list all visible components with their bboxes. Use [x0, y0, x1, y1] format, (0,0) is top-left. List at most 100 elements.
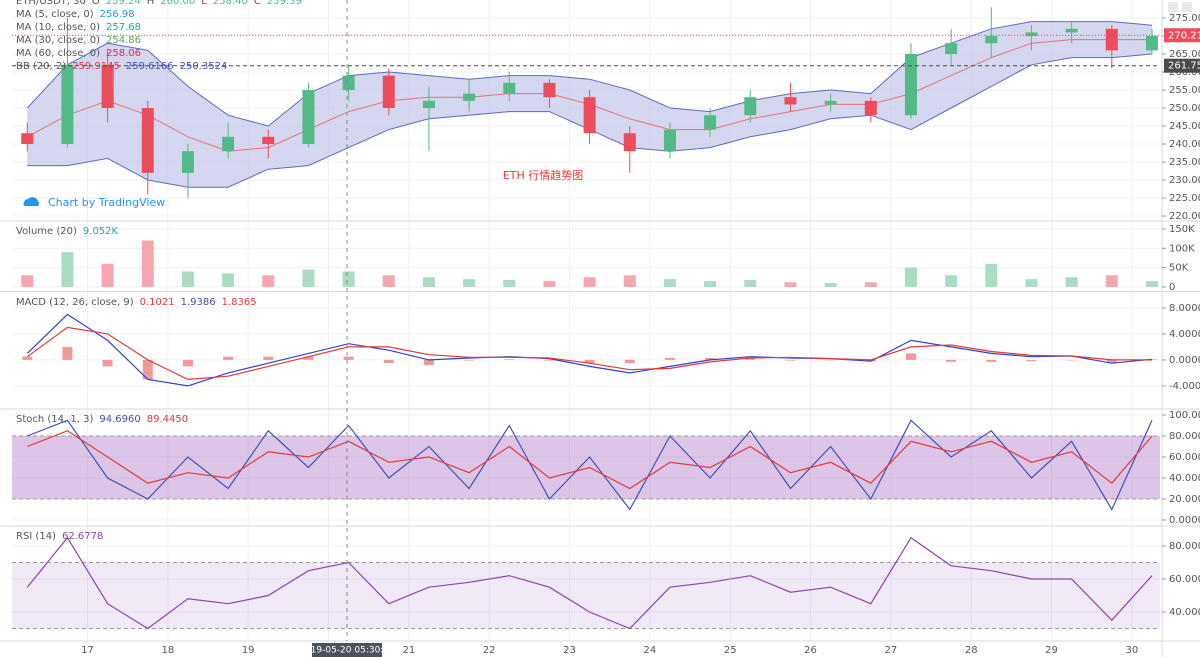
legend-value: 0.1021: [140, 297, 175, 308]
histogram-bar: [785, 359, 796, 361]
legend-label: Stoch (14, 1, 3): [16, 414, 93, 425]
legend-value: 250.3524: [180, 61, 228, 72]
x-tick-label: 25: [724, 645, 737, 656]
histogram-bar: [423, 359, 434, 366]
volume-bar: [302, 269, 315, 287]
volume-bar: [382, 275, 395, 287]
y-tick-label: 150K: [1169, 224, 1195, 235]
volume-bar: [222, 273, 235, 287]
candle-body: [222, 136, 235, 152]
legend-label: BB (20, 2): [16, 61, 66, 72]
volume-bar: [1065, 277, 1078, 287]
x-tick-label: 24: [643, 645, 656, 656]
legend-value: 254.86: [106, 35, 141, 46]
legend-label: MA (30, close, 0): [16, 35, 100, 46]
x-tick-label: 27: [885, 645, 898, 656]
legend-value: 259.24: [106, 0, 141, 7]
x-tick-label: 19: [242, 645, 255, 656]
volume-bar: [503, 279, 516, 287]
y-tick-label: 255.00: [1169, 85, 1200, 96]
candle-body: [744, 97, 757, 116]
legend-value: 259.6166: [126, 61, 174, 72]
x-tick-label: 26: [804, 645, 817, 656]
pane-button[interactable]: [1168, 2, 1178, 12]
candle-body: [623, 133, 636, 152]
x-tick-label: 29: [1045, 645, 1058, 656]
x-tick-label: 22: [483, 645, 496, 656]
volume-bar: [985, 263, 998, 287]
legend-value: 259.9145: [72, 61, 120, 72]
histogram-bar: [383, 359, 394, 364]
histogram-bar: [905, 353, 916, 360]
y-tick-label: 0: [1169, 282, 1175, 293]
candle-body: [864, 100, 877, 116]
y-tick-label: 235.00: [1169, 157, 1200, 168]
y-tick-label: 100K: [1169, 243, 1195, 254]
x-tick-label: 23: [563, 645, 576, 656]
candle-body: [543, 82, 556, 98]
legend-label: H: [147, 0, 155, 7]
volume-bar: [21, 275, 34, 287]
candle-body: [141, 108, 154, 173]
candle-body: [342, 75, 355, 91]
volume-bar: [864, 282, 877, 287]
series-line: [26, 536, 1153, 630]
candle-body: [1025, 32, 1038, 37]
annotation: ETH 行情趋势图: [503, 169, 583, 182]
volume-bar: [1145, 281, 1158, 287]
legend-label: ETH/USDT, 30: [16, 0, 86, 7]
histogram-bar: [223, 356, 234, 360]
histogram-bar: [825, 359, 836, 361]
legend-value: 89.4450: [147, 414, 188, 425]
volume-bar: [422, 277, 435, 287]
legend-value: 94.6960: [99, 414, 140, 425]
candle-body: [181, 151, 194, 173]
legend-value: 259.39: [267, 0, 302, 7]
watermark: Chart by TradingView: [48, 196, 165, 209]
volume-bar: [463, 279, 476, 287]
price-tag-label: 270.21: [1168, 30, 1200, 41]
y-tick-label: 250.00: [1169, 103, 1200, 114]
price-tag: [1164, 58, 1200, 73]
legend-value: 1.8365: [222, 297, 257, 308]
histogram-bar: [946, 359, 957, 362]
legend-label: O: [92, 0, 100, 7]
candle-body: [1105, 28, 1118, 51]
candle-body: [985, 36, 998, 44]
histogram-bar: [584, 359, 595, 364]
x-tick-label: 18: [161, 645, 174, 656]
candle-body: [503, 82, 516, 94]
candle-body: [302, 90, 315, 145]
pane-button[interactable]: [1182, 2, 1192, 12]
volume-bar: [262, 275, 275, 287]
legend-label: Volume (20): [16, 226, 77, 237]
volume-bar: [784, 282, 797, 287]
histogram-bar: [303, 356, 314, 360]
histogram-bar: [745, 358, 756, 360]
histogram-bar: [664, 357, 675, 360]
volume-bar: [342, 271, 355, 287]
histogram-bar: [544, 359, 555, 361]
crosshair-label: 2019-05-20 05:30:00: [299, 646, 395, 656]
marks-layer: [12, 7, 1160, 630]
y-tick-label: 220.00: [1169, 211, 1200, 222]
histogram-bar: [504, 359, 515, 360]
candle-body: [1145, 36, 1158, 51]
candle-body: [21, 133, 34, 145]
watermark-icon: [23, 197, 39, 206]
histogram-bar: [1026, 359, 1037, 362]
histogram-bar: [986, 359, 997, 362]
series-line: [27, 430, 1153, 490]
x-tick-label: 28: [965, 645, 978, 656]
overlay-layer: 220.00225.00230.00235.00240.00245.00250.…: [16, 0, 1200, 657]
legend-label: MACD (12, 26, close, 9): [16, 297, 134, 308]
legend-label: L: [201, 0, 207, 7]
histogram-bar: [142, 359, 153, 380]
histogram-bar: [263, 356, 274, 360]
